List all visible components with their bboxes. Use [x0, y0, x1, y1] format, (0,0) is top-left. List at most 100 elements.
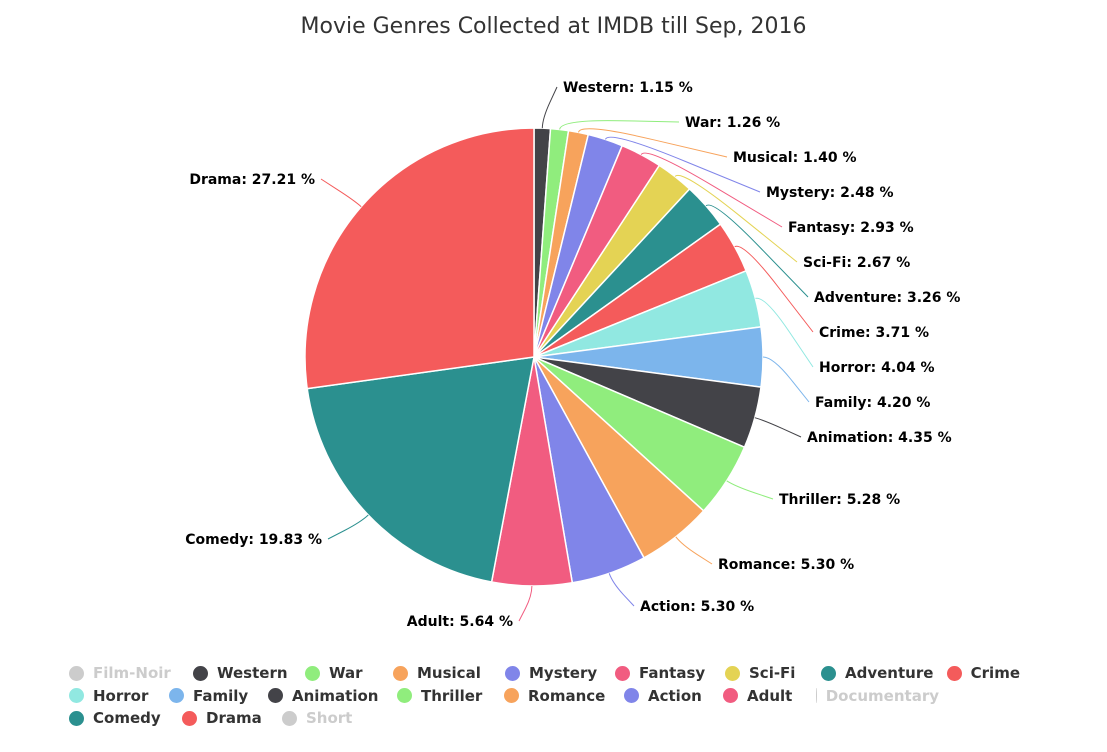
legend-row: Film-Noir Western War Musical Mystery Fantasy… [62, 662, 1062, 685]
legend-marker-icon [816, 688, 817, 704]
legend-item-comedy[interactable]: Comedy [62, 709, 175, 727]
data-label-action: Action: 5.30 % [640, 599, 754, 615]
data-label-mystery: Mystery: 2.48 % [766, 185, 894, 201]
legend-item-western[interactable]: Western [186, 664, 298, 682]
legend-item-action[interactable]: Action [617, 687, 716, 705]
connector-adult [518, 585, 533, 622]
data-label-crime: Crime: 3.71 % [819, 325, 929, 341]
legend-item-romance[interactable]: Romance [497, 687, 617, 705]
legend-marker-icon [69, 710, 84, 726]
legend-label: Western [217, 664, 288, 683]
slice-drama[interactable] [304, 127, 535, 390]
legend-label: Crime [970, 664, 1020, 683]
connector-crime [734, 245, 814, 333]
data-label-comedy: Comedy: 19.83 % [185, 532, 322, 548]
legend-item-adventure[interactable]: Adventure [814, 664, 940, 682]
legend-item-sci-fi[interactable]: Sci-Fi [718, 664, 814, 682]
data-label-fantasy: Fantasy: 2.93 % [788, 220, 914, 236]
legend-marker-icon [268, 688, 283, 704]
legend-marker-icon [505, 665, 520, 681]
legend-marker-icon [305, 665, 320, 681]
legend-row: Comedy Drama Short [62, 707, 1062, 730]
legend-row: Horror Family Animation Thriller Romance Acti… [62, 685, 1062, 708]
legend-marker-icon [397, 688, 412, 704]
legend-marker-icon [615, 665, 630, 681]
legend-item-short[interactable]: Short [275, 709, 355, 727]
slice-comedy[interactable] [306, 356, 535, 583]
legend-label: Sci-Fi [749, 664, 796, 683]
legend-marker-icon [282, 710, 297, 726]
legend-label: Fantasy [639, 664, 706, 683]
legend-label: War [329, 664, 363, 683]
legend-marker-icon [69, 665, 84, 681]
legend-marker-icon [69, 688, 84, 704]
legend-item-mystery[interactable]: Mystery [498, 664, 608, 682]
data-label-animation: Animation: 4.35 % [807, 430, 952, 446]
connector-sci-fi [674, 174, 798, 263]
legend-item-animation[interactable]: Animation [261, 687, 390, 705]
legend-marker-icon [393, 665, 408, 681]
legend-label: Adventure [845, 664, 934, 683]
connector-family [762, 356, 810, 403]
legend-label: Thriller [421, 686, 483, 705]
connector-mystery [604, 136, 761, 193]
pie-chart: Western: 1.15 % War: 1.26 % Musical: 1.40 … [185, 80, 960, 630]
label-connectors [320, 86, 814, 622]
data-label-adventure: Adventure: 3.26 % [814, 290, 960, 306]
legend-marker-icon [624, 688, 639, 704]
connector-comedy [327, 514, 369, 540]
legend-item-thriller[interactable]: Thriller [390, 687, 497, 705]
legend-item-film-noir[interactable]: Film-Noir [62, 664, 186, 682]
data-label-drama: Drama: 27.21 % [189, 172, 315, 188]
connector-adventure [705, 204, 809, 298]
connector-thriller [726, 480, 774, 500]
legend-label: Action [648, 686, 702, 705]
data-label-western: Western: 1.15 % [563, 80, 693, 96]
legend-item-drama[interactable]: Drama [175, 709, 275, 727]
legend-label: Comedy [93, 709, 161, 728]
legend-label: Adult [747, 686, 793, 705]
legend-label: Short [306, 709, 353, 728]
legend-label: Romance [528, 686, 606, 705]
legend-marker-icon [504, 688, 519, 704]
legend-marker-icon [182, 710, 197, 726]
data-label-family: Family: 4.20 % [815, 395, 930, 411]
legend-label: Film-Noir [93, 664, 171, 683]
legend-marker-icon [193, 665, 208, 681]
legend-marker-icon [821, 665, 836, 681]
connector-fantasy [640, 152, 783, 228]
legend-label: Musical [417, 664, 481, 683]
legend-item-fantasy[interactable]: Fantasy [608, 664, 718, 682]
connector-musical [578, 128, 728, 158]
connector-war [559, 120, 680, 130]
legend-marker-icon [723, 688, 738, 704]
legend-label: Family [193, 686, 249, 705]
legend-label: Documentary [825, 686, 939, 705]
legend-item-musical[interactable]: Musical [386, 664, 498, 682]
legend-item-documentary[interactable]: Documentary [809, 687, 939, 705]
legend-label: Drama [206, 709, 262, 728]
connector-horror [755, 297, 814, 368]
data-label-sci-fi: Sci-Fi: 2.67 % [803, 255, 910, 271]
pie-slices [304, 127, 764, 587]
legend-label: Mystery [529, 664, 598, 683]
data-label-adult: Adult: 5.64 % [407, 614, 513, 630]
legend-marker-icon [169, 688, 184, 704]
legend-item-family[interactable]: Family [162, 687, 261, 705]
legend-item-crime[interactable]: Crime [940, 664, 1020, 682]
legend-item-horror[interactable]: Horror [62, 687, 162, 705]
legend-item-war[interactable]: War [298, 664, 386, 682]
legend-marker-icon [725, 665, 740, 681]
legend-label: Animation [292, 686, 379, 705]
data-label-horror: Horror: 4.04 % [819, 360, 935, 376]
data-label-thriller: Thriller: 5.28 % [779, 492, 900, 508]
data-label-musical: Musical: 1.40 % [733, 150, 857, 166]
legend-label: Horror [93, 686, 149, 705]
data-label-romance: Romance: 5.30 % [718, 557, 854, 573]
data-label-war: War: 1.26 % [685, 115, 780, 131]
connector-romance [675, 536, 713, 565]
slice-labels: Western: 1.15 % War: 1.26 % Musical: 1.40 … [185, 80, 960, 630]
legend-item-adult[interactable]: Adult [716, 687, 809, 705]
connector-action [608, 573, 635, 607]
connector-animation [754, 417, 802, 438]
